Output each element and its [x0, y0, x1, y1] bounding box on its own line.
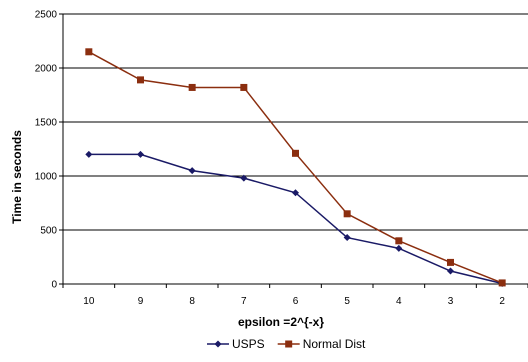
- data-point-normal-dist: [395, 237, 403, 245]
- x-tick-label: 2: [499, 296, 505, 307]
- legend-marker: [214, 340, 222, 348]
- x-tick-label: 5: [344, 296, 350, 307]
- series-usps: [85, 150, 506, 287]
- data-point-usps: [292, 189, 299, 197]
- data-point-usps: [85, 150, 93, 158]
- x-tick-label: 3: [448, 296, 454, 307]
- y-axis-ticks: 0 500 1000 1500 2000 2500: [35, 10, 63, 291]
- data-point-normal-dist: [343, 210, 351, 218]
- y-tick-label: 2000: [35, 64, 58, 75]
- data-point-usps: [395, 244, 403, 252]
- data-point-normal-dist: [292, 149, 299, 157]
- series-normal-dist: [85, 48, 506, 287]
- x-axis-title: epsilon =2^{-x}: [238, 315, 324, 329]
- x-tick-label: 6: [293, 296, 299, 307]
- data-point-normal-dist: [137, 76, 144, 84]
- data-point-normal-dist: [498, 279, 506, 287]
- data-point-usps: [343, 234, 351, 242]
- y-tick-label: 1000: [35, 172, 58, 183]
- legend: USPS Normal Dist: [207, 337, 366, 351]
- x-tick-label: 7: [241, 296, 247, 307]
- x-tick-label: 10: [83, 296, 95, 307]
- y-tick-label: 1500: [35, 118, 58, 129]
- data-point-normal-dist: [188, 83, 196, 91]
- data-point-usps: [240, 174, 248, 182]
- series-line-normal-dist: [88, 51, 503, 284]
- series-line-usps: [88, 153, 503, 285]
- x-tick-label: 4: [396, 296, 402, 307]
- legend-label: USPS: [232, 337, 265, 351]
- y-tick-label: 2500: [35, 10, 58, 21]
- legend-item-normal-dist: Normal Dist: [277, 337, 366, 351]
- data-point-usps: [188, 167, 196, 175]
- data-point-normal-dist: [85, 48, 93, 56]
- axes: [62, 14, 528, 285]
- x-tick-label: 8: [189, 296, 195, 307]
- y-tick-label: 0: [51, 280, 57, 291]
- x-axis-ticks: 10 9 8 7 6 5 4 3 2: [62, 284, 528, 307]
- y-tick-label: 500: [40, 226, 57, 237]
- x-tick-label: 9: [138, 296, 144, 307]
- data-point-usps: [137, 150, 144, 158]
- legend-label: Normal Dist: [303, 337, 366, 351]
- series-group: [85, 48, 506, 287]
- data-point-normal-dist: [447, 258, 454, 266]
- gridlines: [63, 13, 528, 231]
- legend-item-usps: USPS: [207, 337, 265, 351]
- y-axis-title: Time in seconds: [10, 130, 24, 224]
- data-point-usps: [447, 267, 454, 275]
- data-point-normal-dist: [240, 83, 248, 91]
- legend-marker: [285, 340, 293, 348]
